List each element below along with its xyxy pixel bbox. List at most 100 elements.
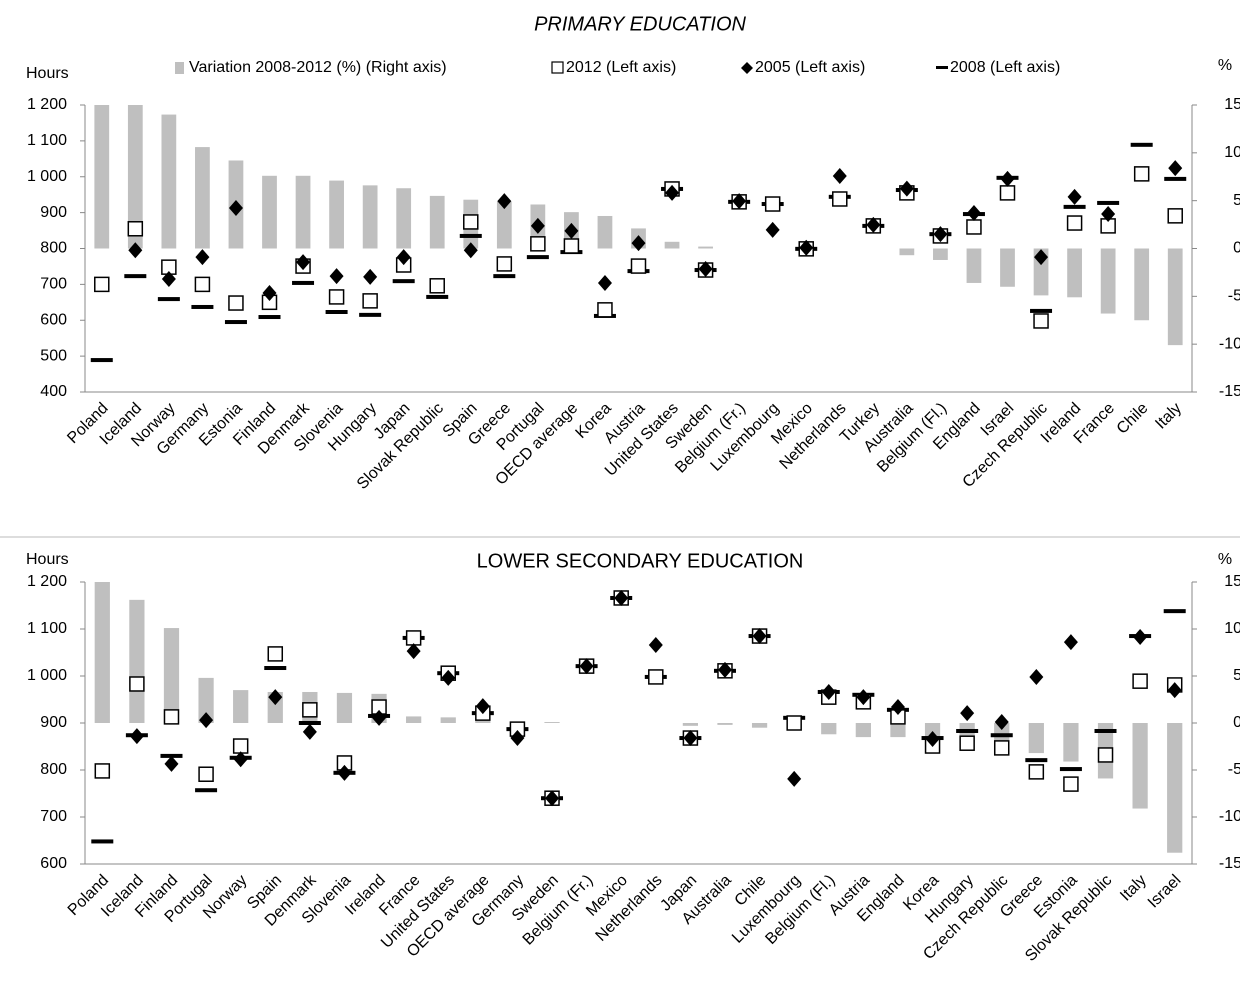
marker-diamond: [1000, 170, 1015, 187]
legend-swatch: [175, 62, 184, 74]
marker-square: [1097, 747, 1114, 763]
marker-diamond: [631, 235, 646, 252]
marker-square: [228, 295, 244, 311]
marker-dash: [526, 255, 549, 260]
legend-label: 2005 (Left axis): [755, 59, 865, 76]
y2-tick-label: -15: [1219, 383, 1240, 400]
marker-square: [463, 214, 479, 230]
marker-square: [786, 715, 802, 731]
marker-dash: [1097, 200, 1120, 205]
marker-square: [648, 669, 664, 685]
marker-diamond: [899, 180, 914, 197]
bar: [336, 692, 353, 723]
marker-diamond: [129, 728, 144, 745]
marker-diamond: [463, 242, 478, 259]
marker-diamond: [1029, 668, 1044, 685]
marker-square: [1066, 215, 1083, 231]
bar: [751, 723, 768, 728]
y-tick-label: 500: [40, 347, 67, 364]
marker-diamond: [161, 270, 176, 287]
marker-square: [94, 276, 110, 293]
bar: [295, 175, 311, 249]
marker-diamond: [337, 764, 352, 781]
marker-dash: [90, 358, 113, 363]
marker-square: [959, 735, 975, 751]
marker-diamond: [228, 199, 243, 216]
marker-square: [1167, 208, 1183, 224]
bar: [1028, 723, 1044, 754]
marker-diamond: [579, 658, 594, 675]
marker-square: [328, 289, 345, 305]
marker-square: [362, 293, 378, 309]
marker-square: [496, 256, 513, 272]
legend-swatch: [936, 66, 948, 69]
y-tick-label: 600: [40, 311, 67, 328]
marker-dash: [124, 274, 147, 279]
marker-square: [1133, 166, 1150, 182]
marker-square: [198, 766, 214, 782]
marker-square: [764, 196, 781, 212]
marker-diamond: [799, 239, 814, 256]
bar: [362, 185, 378, 249]
marker-diamond: [233, 751, 248, 768]
marker-diamond: [372, 709, 387, 726]
y2-tick-label: -15: [1219, 855, 1240, 872]
marker-dash: [1164, 176, 1187, 181]
y2-tick-label: 0: [1233, 714, 1240, 731]
y-tick-label: 900: [40, 204, 67, 221]
y-axis-label: Hours: [26, 65, 69, 82]
marker-square: [966, 219, 982, 235]
marker-diamond: [1133, 628, 1148, 645]
x-tick-label: Israel: [1145, 872, 1185, 912]
bar: [682, 723, 699, 726]
marker-dash: [298, 721, 321, 725]
marker-square: [94, 763, 111, 779]
marker-diamond: [128, 242, 143, 259]
marker-diamond: [648, 636, 663, 653]
marker-square: [429, 278, 445, 294]
marker-diamond: [890, 699, 905, 716]
y-tick-label: 1 000: [27, 168, 67, 185]
bar: [698, 246, 713, 249]
marker-square: [530, 236, 546, 252]
marker-square: [405, 630, 422, 646]
marker-diamond: [717, 661, 732, 678]
marker-square: [127, 221, 144, 237]
marker-diamond: [994, 714, 1009, 731]
y-tick-label: 700: [40, 276, 67, 293]
y2-tick-label: 5: [1233, 192, 1240, 209]
bar: [198, 677, 214, 723]
y2-tick-label: -5: [1228, 288, 1240, 305]
marker-diamond: [1063, 634, 1078, 651]
bar: [129, 599, 145, 723]
marker-dash: [91, 839, 114, 844]
y-tick-label: 1 200: [27, 96, 67, 113]
marker-dash: [1163, 609, 1186, 614]
marker-square: [1028, 764, 1045, 780]
y-tick-label: 600: [40, 855, 67, 872]
legend-label: 2012 (Left axis): [566, 59, 676, 76]
y2-tick-label: 15: [1224, 573, 1240, 590]
marker-square: [302, 702, 318, 718]
marker-diamond: [164, 755, 179, 772]
marker-dash: [426, 294, 449, 299]
marker-diamond: [787, 770, 802, 787]
marker-dash: [956, 728, 979, 733]
marker-dash: [392, 279, 415, 284]
marker-dash: [359, 312, 382, 317]
legend-label: 2008 (Left axis): [950, 59, 1060, 76]
bar: [1100, 248, 1116, 314]
marker-diamond: [960, 705, 975, 722]
marker-diamond: [199, 712, 214, 729]
marker-dash: [264, 666, 287, 671]
marker-square: [563, 238, 580, 254]
marker-diamond: [856, 689, 871, 706]
y-axis-label: Hours: [26, 551, 69, 568]
marker-diamond: [665, 184, 680, 201]
legend-label: Variation 2008-2012 (%) (Right axis): [189, 59, 447, 76]
y-tick-label: 1 100: [27, 132, 67, 149]
marker-dash: [292, 280, 315, 285]
y-tick-label: 1 100: [27, 620, 67, 637]
bar: [406, 716, 422, 723]
marker-dash: [258, 315, 281, 320]
